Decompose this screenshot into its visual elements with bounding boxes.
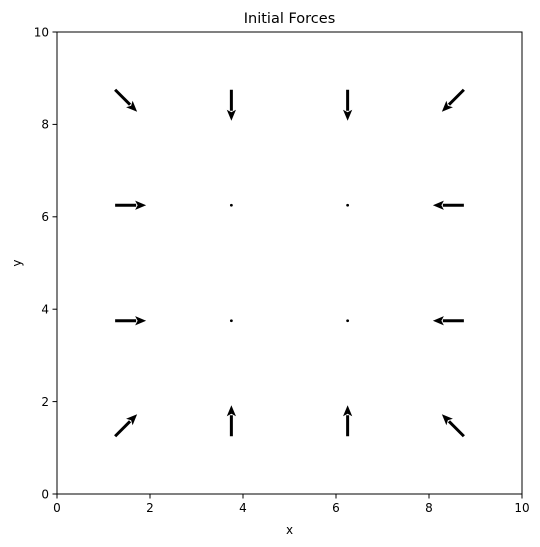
force-arrow-head	[343, 109, 353, 121]
y-tick-label: 2	[41, 395, 49, 409]
zero-force-point	[346, 319, 350, 323]
force-arrow-head	[343, 405, 353, 417]
force-arrow-head	[441, 414, 453, 426]
x-tick-label: 8	[425, 501, 433, 515]
chart-title: Initial Forces	[244, 11, 336, 27]
force-arrow-shaft	[114, 420, 132, 438]
x-tick-label: 4	[239, 501, 247, 515]
tick-layer: 0 2 4 6 8 10 0 2 4 6 8 10	[34, 25, 530, 515]
x-tick-label: 6	[332, 501, 340, 515]
y-tick-label: 10	[34, 25, 49, 39]
x-tick-label: 2	[146, 501, 154, 515]
x-axis-label: x	[286, 523, 293, 537]
force-arrow-shaft	[447, 420, 465, 438]
force-arrow-shaft	[447, 88, 465, 106]
force-arrow-head	[441, 100, 453, 112]
y-tick-label: 0	[41, 487, 49, 501]
force-arrow-shaft	[114, 88, 132, 106]
y-tick-label: 4	[41, 303, 49, 317]
force-arrow-head	[226, 109, 236, 121]
x-tick-label: 10	[514, 501, 529, 515]
zero-force-point	[229, 203, 233, 207]
vector-layer	[114, 88, 465, 438]
force-arrow-head	[135, 316, 147, 326]
force-arrow-head	[432, 316, 444, 326]
zero-force-point	[346, 203, 350, 207]
force-arrow-head	[126, 100, 138, 112]
plot-area-frame	[56, 31, 523, 495]
y-tick-label: 8	[41, 118, 49, 132]
x-tick-label: 0	[53, 501, 61, 515]
force-arrow-head	[135, 200, 147, 210]
y-tick-label: 6	[41, 210, 49, 224]
zero-force-point	[229, 319, 233, 323]
force-arrow-head	[432, 200, 444, 210]
force-arrow-head	[226, 405, 236, 417]
y-axis-label: y	[10, 259, 24, 266]
force-arrow-head	[126, 414, 138, 426]
